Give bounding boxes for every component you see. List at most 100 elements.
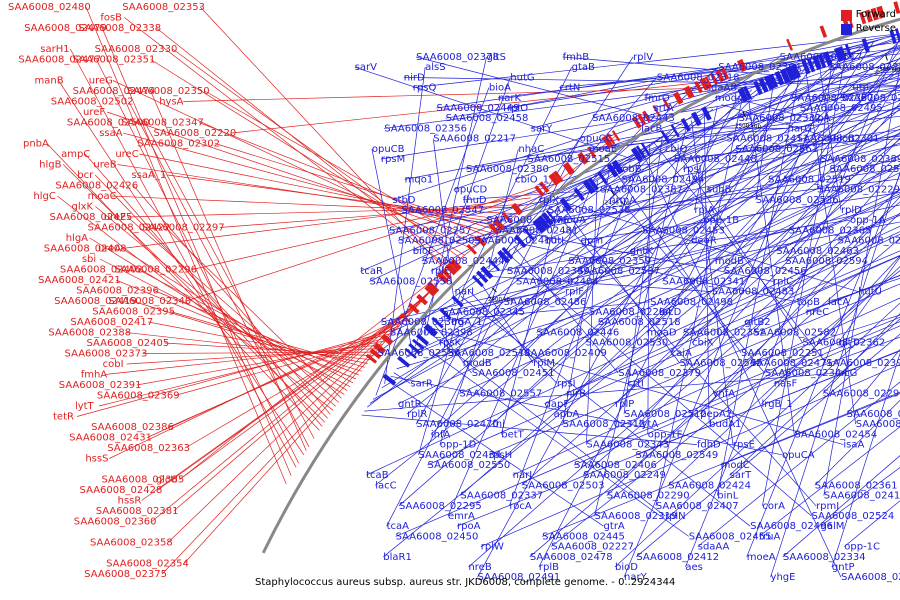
gene-label: opp-1C <box>844 542 880 553</box>
gene-feature <box>790 63 801 79</box>
leader-line <box>401 209 533 231</box>
gene-label: lacD <box>659 307 681 318</box>
gene-label: SAA6008_02476 <box>487 215 570 226</box>
gene-label: SAA6008_02483 <box>712 287 795 298</box>
leader-line <box>592 33 900 119</box>
gene-label: rpsJ <box>683 164 702 175</box>
gene-feature <box>823 51 833 67</box>
gene-label: ureB <box>93 160 116 171</box>
leader-line <box>111 195 513 214</box>
gene-label: lrgB_1 <box>762 399 793 410</box>
gene-feature <box>431 316 444 329</box>
leader-line <box>553 83 900 415</box>
leader-line <box>515 108 714 282</box>
gene-label: SAA6008_02450 <box>396 531 479 542</box>
gene-label: SAA6008_02426 <box>55 181 138 192</box>
gene-feature <box>428 281 440 293</box>
gene-label: SAA6008_02421 <box>38 275 121 286</box>
gene-label: nasF <box>774 378 798 389</box>
gene-label: SAA6008_02290 <box>607 491 690 502</box>
leader-line <box>542 391 900 537</box>
gene-label: hssS <box>85 454 108 465</box>
gene-label: SAA6008_02380 <box>466 164 549 175</box>
gene-label: tcaA <box>387 521 410 532</box>
leader-line <box>377 111 709 354</box>
kbp-tick <box>610 189 615 196</box>
gene-label: fhuD <box>463 195 487 206</box>
gene-feature <box>889 29 897 45</box>
gene-label: SAA6008_02412 <box>636 552 719 563</box>
gene-label: sdaAA <box>698 542 730 553</box>
gene-feature <box>493 218 506 231</box>
leader-line <box>186 182 550 302</box>
gene-label: SAA6008_02375 <box>84 569 167 580</box>
leader-line <box>705 73 900 88</box>
leader-line <box>554 211 817 507</box>
leader-line <box>383 138 900 558</box>
gene-label: SAA6008_02364 <box>718 62 801 73</box>
gene-feature <box>523 228 535 241</box>
leader-line <box>673 135 900 160</box>
gene-label: SAA6008_02385 <box>101 475 184 486</box>
gene-feature <box>582 179 596 195</box>
forward-swatch <box>840 9 852 21</box>
gene-feature <box>699 77 710 91</box>
gene-label: SAA6008_02556 <box>378 348 461 359</box>
gene-feature <box>534 185 545 197</box>
gene-feature <box>680 117 691 132</box>
leader-line <box>164 342 374 357</box>
leader-line <box>747 91 795 435</box>
gene-label: SAA6008_02491 <box>477 572 560 583</box>
gene-label: SAA6008_02454 <box>794 429 877 440</box>
leader-line <box>721 104 833 139</box>
gene-label: SAA6008_02340 <box>108 296 191 307</box>
gene-label: SAA6008_02298 <box>823 389 900 400</box>
gene-feature <box>894 28 900 43</box>
gene-label: gtrA <box>604 521 625 532</box>
leader-line <box>588 115 900 150</box>
leader-line <box>418 342 689 537</box>
gene-label: tcaR <box>360 266 383 277</box>
gene-label: modB <box>463 358 492 369</box>
gene-label: clpA <box>809 113 831 124</box>
gene-label: SAA6008_02495 <box>800 103 883 114</box>
leader-line <box>477 95 740 578</box>
gene-feature <box>642 110 652 123</box>
gene-label: SAA6008_02358 <box>90 538 173 549</box>
gene-label: SAA6008_02416 <box>824 491 900 502</box>
gene-label: SAA6008_02338 <box>78 23 161 34</box>
gene-label: tetR <box>53 412 74 423</box>
gene-feature <box>785 65 797 82</box>
leader-line <box>556 178 900 221</box>
leader-line <box>183 87 697 102</box>
gene-feature <box>573 187 585 202</box>
gene-label: SAA6008_02453 <box>642 225 725 236</box>
leader-line <box>185 318 406 449</box>
leader-line <box>623 137 663 415</box>
gene-label: SAA6008_02378 <box>416 52 499 63</box>
gene-label: opuCA <box>782 450 815 461</box>
leader-line <box>442 221 900 313</box>
gene-label: SAA6008_02524 <box>811 511 894 522</box>
gene-label: rplC <box>773 276 793 287</box>
gene-feature <box>704 76 713 88</box>
gene-feature <box>710 72 719 86</box>
gene-feature <box>845 44 853 59</box>
gene-label: yhgE <box>771 572 796 583</box>
kbp-tick-label: 2450 kbp <box>605 200 631 206</box>
gene-label: SAA6008_02405 <box>86 338 169 349</box>
leader-line <box>98 333 393 407</box>
gene-label: rpsQ <box>413 83 437 94</box>
leader-line <box>768 125 900 180</box>
gene-label: lacB <box>641 123 662 134</box>
gene-feature <box>373 342 387 355</box>
gene-label: SAA6008_02366 <box>381 317 464 328</box>
gene-feature <box>369 348 382 360</box>
gene-feature <box>475 270 489 284</box>
gene-label: nirD <box>404 72 425 83</box>
gene-label: nreC <box>806 307 829 318</box>
gene-label: SAA6008_02355 <box>847 409 900 420</box>
gene-feature <box>436 271 449 284</box>
legend-forward: Forward <box>840 8 896 22</box>
